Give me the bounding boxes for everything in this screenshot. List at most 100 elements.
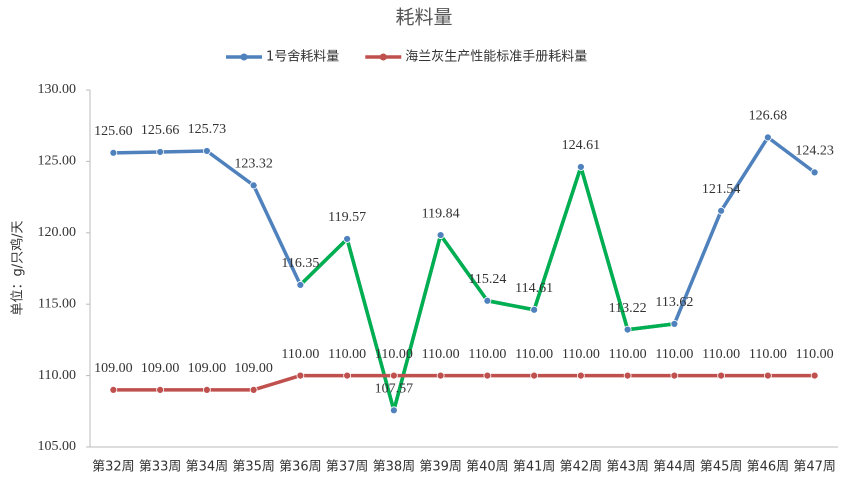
legend-label: 海兰灰生产性能标准手册耗料量 bbox=[405, 50, 587, 65]
x-tick-label: 第38周 bbox=[373, 460, 416, 475]
highlight-segment bbox=[485, 299, 536, 312]
x-tick-label: 第37周 bbox=[326, 460, 369, 475]
legend-marker bbox=[379, 53, 387, 61]
y-tick-label: 105.00 bbox=[38, 439, 77, 454]
x-tick-label: 第43周 bbox=[606, 460, 649, 475]
x-tick-label: 第41周 bbox=[513, 460, 556, 475]
data-point bbox=[483, 371, 492, 380]
data-point bbox=[670, 320, 679, 328]
y-tick-label: 120.00 bbox=[38, 225, 77, 240]
data-point bbox=[483, 296, 492, 305]
legend-marker bbox=[240, 53, 248, 61]
x-tick-label: 第47周 bbox=[793, 460, 836, 475]
data-point bbox=[109, 148, 118, 157]
y-tick-label: 110.00 bbox=[38, 368, 76, 383]
data-label: 125.66 bbox=[141, 123, 180, 138]
data-point bbox=[343, 235, 352, 243]
x-tick-label: 第40周 bbox=[466, 460, 509, 475]
data-label: 110.00 bbox=[609, 347, 647, 362]
legend-label: 1号舍耗料量 bbox=[266, 50, 339, 65]
x-tick-label: 第45周 bbox=[700, 460, 743, 475]
data-label: 115.24 bbox=[468, 272, 506, 287]
x-tick-label: 第35周 bbox=[232, 460, 275, 475]
data-point bbox=[202, 385, 211, 394]
data-point bbox=[156, 148, 165, 156]
data-point bbox=[810, 371, 819, 380]
data-label: 110.00 bbox=[796, 347, 834, 362]
data-label: 109.00 bbox=[141, 361, 180, 376]
data-label: 113.22 bbox=[609, 301, 647, 316]
data-point bbox=[670, 371, 679, 380]
x-tick-label: 第42周 bbox=[560, 460, 603, 475]
data-point bbox=[343, 371, 352, 380]
y-axis-label: 单位：g/只鸡/天 bbox=[10, 220, 26, 315]
data-point bbox=[763, 133, 772, 142]
y-tick-label: 125.00 bbox=[38, 154, 77, 169]
data-label: 110.00 bbox=[562, 347, 600, 362]
chart-title: 耗料量 bbox=[395, 7, 452, 29]
series-line bbox=[113, 373, 815, 392]
data-point bbox=[436, 371, 445, 380]
data-point bbox=[156, 385, 165, 394]
data-label: 109.00 bbox=[188, 361, 227, 376]
data-label: 114.61 bbox=[515, 281, 553, 296]
y-tick-label: 130.00 bbox=[38, 82, 77, 97]
data-label: 110.00 bbox=[281, 347, 319, 362]
x-tick-label: 第44周 bbox=[653, 460, 696, 475]
data-label: 110.00 bbox=[655, 347, 693, 362]
highlight-segment bbox=[392, 233, 443, 413]
x-tick-label: 第32周 bbox=[92, 460, 135, 475]
data-label: 109.00 bbox=[234, 361, 273, 376]
data-point bbox=[436, 231, 445, 239]
highlight-segment bbox=[345, 237, 396, 413]
highlight-segment bbox=[532, 165, 583, 312]
y-tick-label: 115.00 bbox=[38, 296, 76, 311]
data-label: 116.35 bbox=[281, 256, 319, 271]
data-label: 110.00 bbox=[749, 347, 787, 362]
data-point bbox=[296, 371, 305, 380]
x-tick-label: 第39周 bbox=[419, 460, 462, 475]
data-label: 113.62 bbox=[655, 295, 693, 310]
highlight-segment bbox=[625, 322, 677, 332]
data-point bbox=[717, 206, 726, 215]
highlight-segment bbox=[579, 165, 630, 332]
data-point bbox=[763, 371, 772, 380]
x-tick-label: 第46周 bbox=[747, 460, 790, 475]
data-label: 110.00 bbox=[328, 347, 366, 362]
data-label: 125.60 bbox=[94, 124, 133, 139]
data-point bbox=[717, 371, 726, 380]
data-label: 121.54 bbox=[702, 182, 741, 197]
data-point bbox=[576, 371, 585, 380]
data-point bbox=[623, 325, 632, 334]
data-point bbox=[530, 371, 539, 380]
data-point bbox=[810, 168, 819, 177]
data-point bbox=[530, 305, 539, 314]
data-label: 110.00 bbox=[468, 347, 506, 362]
data-label: 110.00 bbox=[515, 347, 553, 362]
data-point bbox=[296, 281, 305, 289]
data-label: 109.00 bbox=[94, 361, 133, 376]
x-tick-label: 第33周 bbox=[139, 460, 182, 475]
data-label: 110.00 bbox=[375, 347, 413, 362]
data-label: 124.61 bbox=[562, 138, 601, 153]
data-point bbox=[249, 181, 258, 190]
x-tick-label: 第36周 bbox=[279, 460, 322, 475]
data-point bbox=[249, 385, 258, 394]
data-label: 119.57 bbox=[328, 210, 366, 225]
data-label: 126.68 bbox=[749, 109, 788, 124]
data-label: 110.00 bbox=[422, 347, 460, 362]
data-label: 107.57 bbox=[375, 382, 414, 397]
data-label: 123.32 bbox=[234, 157, 273, 172]
data-label: 124.23 bbox=[795, 144, 834, 159]
data-label: 125.73 bbox=[188, 122, 227, 137]
data-point bbox=[202, 147, 211, 155]
highlight-segment bbox=[298, 237, 349, 287]
data-label: 119.84 bbox=[422, 206, 460, 221]
data-point bbox=[576, 163, 585, 171]
data-label: 110.00 bbox=[702, 347, 740, 362]
data-point bbox=[389, 371, 398, 380]
x-tick-label: 第34周 bbox=[186, 460, 229, 475]
data-point bbox=[389, 406, 398, 415]
data-point bbox=[109, 385, 118, 394]
